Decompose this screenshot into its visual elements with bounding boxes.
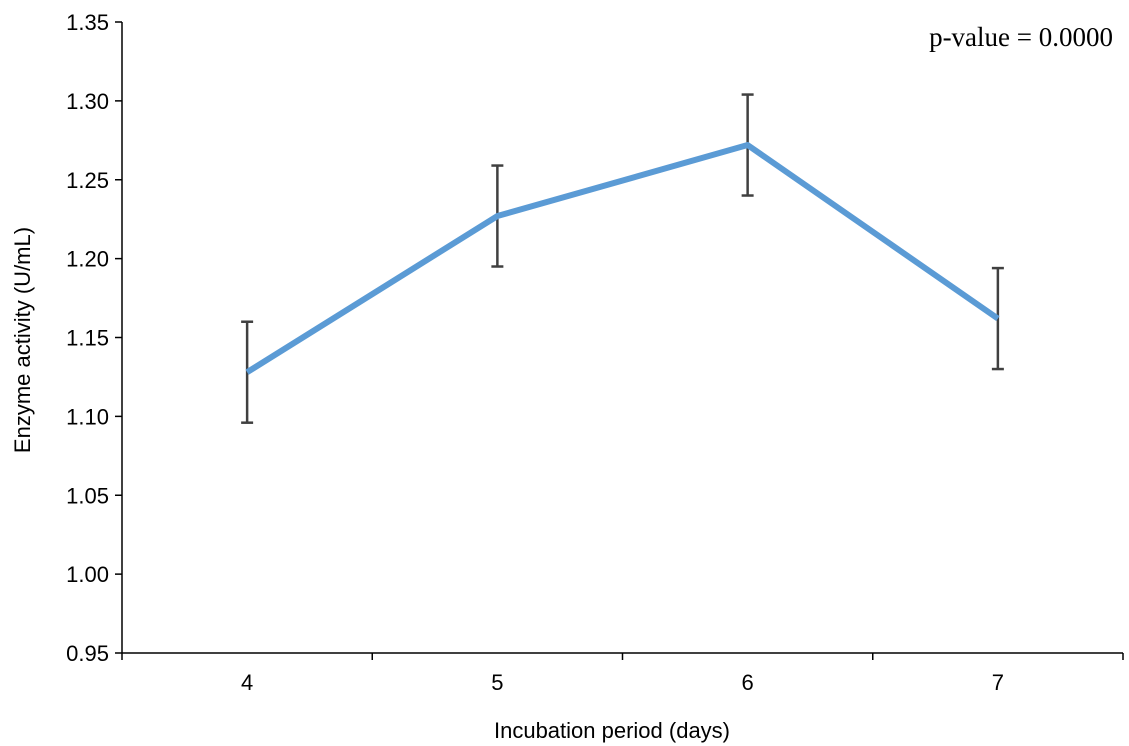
x-tick-label: 6 xyxy=(742,670,754,695)
y-tick-label: 1.10 xyxy=(66,404,109,429)
x-axis-ticks: 4 5 6 7 xyxy=(121,653,1124,695)
y-tick-label: 0.95 xyxy=(66,641,109,666)
error-bars xyxy=(241,93,1004,424)
y-tick-label: 1.20 xyxy=(66,247,109,272)
y-tick-label: 1.00 xyxy=(66,562,109,587)
y-axis-ticks: 0.95 1.00 1.05 1.10 1.15 1.20 1.25 1.30 1.35 xyxy=(66,10,122,666)
y-tick-label: 1.05 xyxy=(66,483,109,508)
x-axis-title: Incubation period (days) xyxy=(494,718,730,743)
y-tick-label: 1.30 xyxy=(66,89,109,114)
x-tick-label: 4 xyxy=(241,670,253,695)
y-axis-title: Enzyme activity (U/mL) xyxy=(10,227,35,453)
x-tick-label: 7 xyxy=(992,670,1004,695)
p-value-annotation: p-value = 0.0000 xyxy=(929,22,1113,52)
data-points xyxy=(247,144,998,373)
y-tick-label: 1.15 xyxy=(66,326,109,351)
x-tick-label: 5 xyxy=(491,670,503,695)
series-line xyxy=(245,142,1000,375)
y-tick-label: 1.25 xyxy=(66,168,109,193)
y-tick-label: 1.35 xyxy=(66,10,109,35)
